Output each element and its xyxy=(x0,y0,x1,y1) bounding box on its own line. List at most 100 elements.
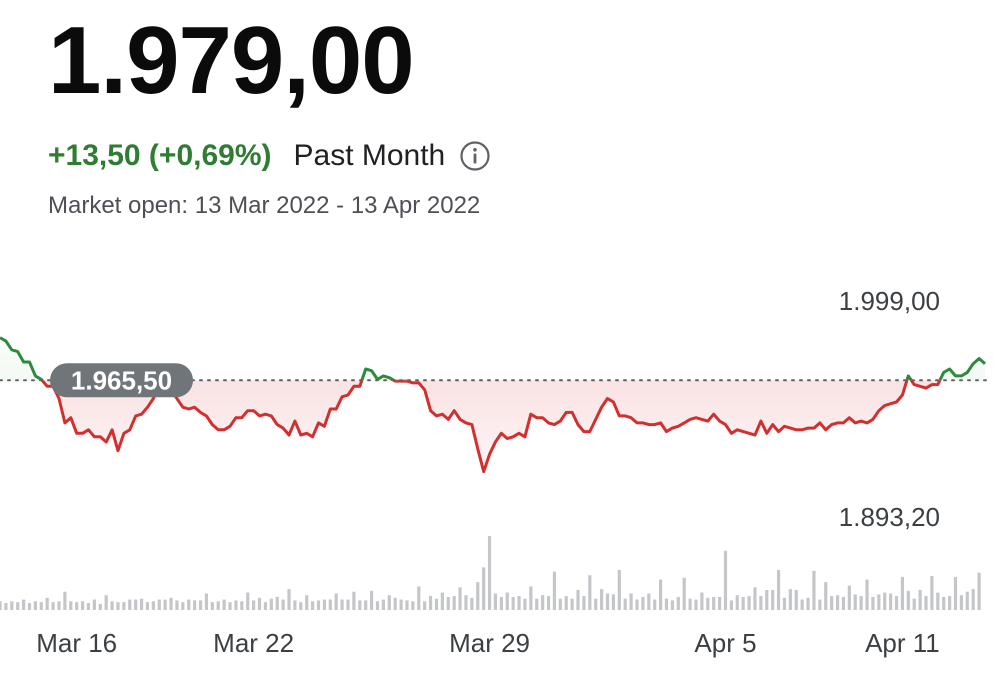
info-icon[interactable] xyxy=(459,140,491,172)
volume-bar xyxy=(393,597,397,610)
volume-bar xyxy=(788,589,792,610)
volume-bar xyxy=(458,587,462,610)
volume-bar xyxy=(305,595,309,610)
volume-bar xyxy=(741,596,745,610)
x-tick-label: Mar 22 xyxy=(213,628,294,658)
volume-bar xyxy=(605,593,610,610)
volume-bar xyxy=(747,596,751,610)
volume-bar xyxy=(841,596,846,610)
volume-bar xyxy=(771,589,775,610)
volume-bar xyxy=(204,593,209,610)
volume-bar xyxy=(411,601,415,610)
volume-bar xyxy=(664,598,669,610)
volume-bar xyxy=(493,593,498,610)
volume-bar xyxy=(889,593,893,610)
volume-bar xyxy=(759,596,763,610)
volume-bar xyxy=(57,601,61,610)
volume-bar xyxy=(0,601,2,610)
volume-bar xyxy=(688,598,692,610)
volume-bar xyxy=(558,598,562,610)
volume-bar xyxy=(865,579,869,610)
volume-bar xyxy=(69,601,73,610)
volume-bar xyxy=(912,598,916,610)
volume-bar xyxy=(853,594,857,610)
volume-bar xyxy=(92,599,96,610)
volume-bar xyxy=(594,598,598,610)
volume-bar xyxy=(246,592,250,610)
volume-bar xyxy=(582,596,586,610)
volume-bar xyxy=(541,595,545,610)
volume-bar xyxy=(399,599,403,610)
period-label[interactable]: Past Month xyxy=(293,139,446,172)
x-tick-label: Apr 11 xyxy=(865,628,940,658)
volume-bar xyxy=(588,575,592,610)
volume-bar xyxy=(311,601,315,610)
volume-bar xyxy=(517,596,521,610)
volume-bar xyxy=(364,600,368,610)
volume-bar xyxy=(676,596,680,610)
volume-bar xyxy=(694,599,698,610)
volume-bar xyxy=(959,595,964,610)
volume-bar xyxy=(139,598,144,610)
y-min-label: 1.893,20 xyxy=(839,502,940,532)
volume-bar xyxy=(948,596,952,610)
volume-bar xyxy=(322,599,327,610)
price-change: +13,50 (+0,69%) xyxy=(48,139,272,172)
volume-bar xyxy=(482,567,486,610)
area-below-fill xyxy=(0,380,985,472)
volume-bar xyxy=(971,589,975,610)
volume-bar xyxy=(936,592,940,610)
volume-bar xyxy=(847,585,851,610)
volume-bar xyxy=(257,597,262,610)
volume-bar xyxy=(546,596,551,610)
volume-bar xyxy=(169,597,173,610)
volume-bar xyxy=(446,596,450,610)
volume-bar xyxy=(812,570,816,610)
volume-bar xyxy=(611,594,616,610)
change-row: +13,50 (+0,69%) Past Month xyxy=(48,138,491,174)
volume-bar xyxy=(187,599,191,610)
volume-bar xyxy=(476,582,480,610)
volume-bar xyxy=(299,602,303,610)
volume-bar xyxy=(877,594,881,610)
volume-bar xyxy=(729,600,733,610)
volume-bar xyxy=(423,601,427,610)
volume-bar xyxy=(487,536,492,610)
volume-bar xyxy=(86,603,91,610)
volume-bar xyxy=(965,591,969,610)
volume-bar xyxy=(765,589,769,610)
volume-bar xyxy=(464,595,468,610)
volume-bar xyxy=(334,593,338,610)
volume-bar xyxy=(293,600,297,610)
volume-bar xyxy=(977,572,981,610)
volume-bar xyxy=(33,601,37,610)
volume-bar xyxy=(275,596,279,610)
volume-bar xyxy=(924,596,928,610)
volume-bar xyxy=(900,576,905,610)
volume-bar xyxy=(794,589,798,610)
volume-bar xyxy=(269,598,273,610)
volume-bar xyxy=(629,593,633,610)
volume-bar xyxy=(653,599,657,610)
volume-bar xyxy=(564,596,568,610)
volume-bar xyxy=(193,600,197,610)
volume-bar xyxy=(287,589,291,610)
volume-bar xyxy=(883,592,887,610)
volume-bar xyxy=(682,577,686,610)
volume-bar xyxy=(800,599,804,610)
volume-bar xyxy=(647,593,651,610)
volume-bar xyxy=(175,600,179,610)
volume-bar xyxy=(806,597,810,610)
volume-bar xyxy=(918,589,922,610)
volume-bar xyxy=(434,598,439,610)
volume-bar xyxy=(930,576,934,610)
volume-bar xyxy=(782,597,787,610)
volume-bar xyxy=(600,589,604,610)
volume-bar xyxy=(871,596,875,610)
volume-bar xyxy=(505,592,509,610)
reference-badge xyxy=(50,363,193,398)
volume-bar xyxy=(470,597,474,610)
volume-bar xyxy=(346,599,350,610)
volume-bar xyxy=(859,596,863,610)
